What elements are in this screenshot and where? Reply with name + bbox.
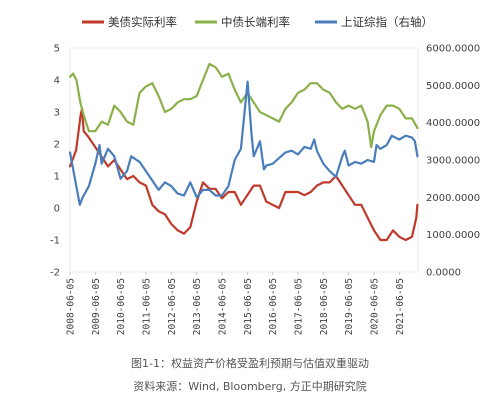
x-tick-label: 2013-06-05 — [192, 278, 203, 335]
y-right-tick-label: 1000.0000 — [426, 230, 480, 241]
series-line — [68, 62, 419, 149]
x-tick-label: 2015-06-05 — [243, 278, 254, 335]
plot-area-border — [69, 47, 419, 273]
series-line — [68, 107, 419, 242]
x-tick-label: 2019-06-05 — [344, 278, 355, 335]
y-left-tick-label: 1 — [54, 172, 60, 183]
x-tick-label: 2010-06-05 — [116, 278, 127, 335]
x-tick-label: 2011-06-05 — [141, 278, 152, 335]
x-tick-label: 2008-06-05 — [66, 278, 77, 335]
y-left-tick-label: -1 — [50, 236, 60, 247]
x-tick-label: 2014-06-05 — [217, 278, 228, 335]
source-note: 资料来源：Wind, Bloomberg, 方正中期研究院 — [133, 380, 367, 393]
y-left-tick-label: 4 — [54, 76, 60, 87]
y-right-tick-label: 4000.0000 — [426, 118, 480, 129]
y-left-tick-label: 2 — [54, 140, 60, 151]
legend-label: 上证综指（右轴） — [341, 15, 433, 29]
y-right-tick-label: 3000.0000 — [426, 156, 480, 167]
y-left-tick-label: 5 — [54, 44, 60, 55]
y-left-tick-label: 0 — [54, 204, 60, 215]
y-right-tick-label: 2000.0000 — [426, 193, 480, 204]
chart: 5 4 3 2 1 0 -1 -2 6000.0000 5000.0000 4000.0000 300… — [50, 15, 480, 336]
x-tick-label: 2017-06-05 — [294, 278, 305, 335]
y-left-tick-label: 3 — [54, 108, 60, 119]
series-line — [68, 80, 419, 206]
x-tick-label: 2018-06-05 — [319, 278, 330, 335]
legend-label: 中债长端利率 — [221, 15, 290, 29]
x-tick-label: 2021-06-05 — [395, 278, 406, 335]
y-right-tick-label: 6000.0000 — [426, 44, 480, 55]
legend-label: 美债实际利率 — [108, 15, 177, 29]
legend: 美债实际利率 中债长端利率 上证综指（右轴） — [82, 15, 433, 29]
x-tick-label: 2020-06-05 — [370, 278, 381, 335]
figure-caption: 图1-1：权益资产价格受盈利预期与估值双重驱动 — [131, 357, 369, 370]
x-tick-label: 2016-06-05 — [268, 278, 279, 335]
x-tick-label: 2012-06-05 — [167, 278, 178, 335]
series-lines — [68, 62, 419, 242]
x-tick-label: 2009-06-05 — [91, 278, 102, 335]
y-right-tick-label: 5000.0000 — [426, 81, 480, 92]
y-left-tick-label: -2 — [50, 268, 60, 279]
axes: 5 4 3 2 1 0 -1 -2 6000.0000 5000.0000 4000.0000 300… — [50, 44, 480, 336]
y-right-tick-label: 0.0000 — [426, 268, 461, 279]
